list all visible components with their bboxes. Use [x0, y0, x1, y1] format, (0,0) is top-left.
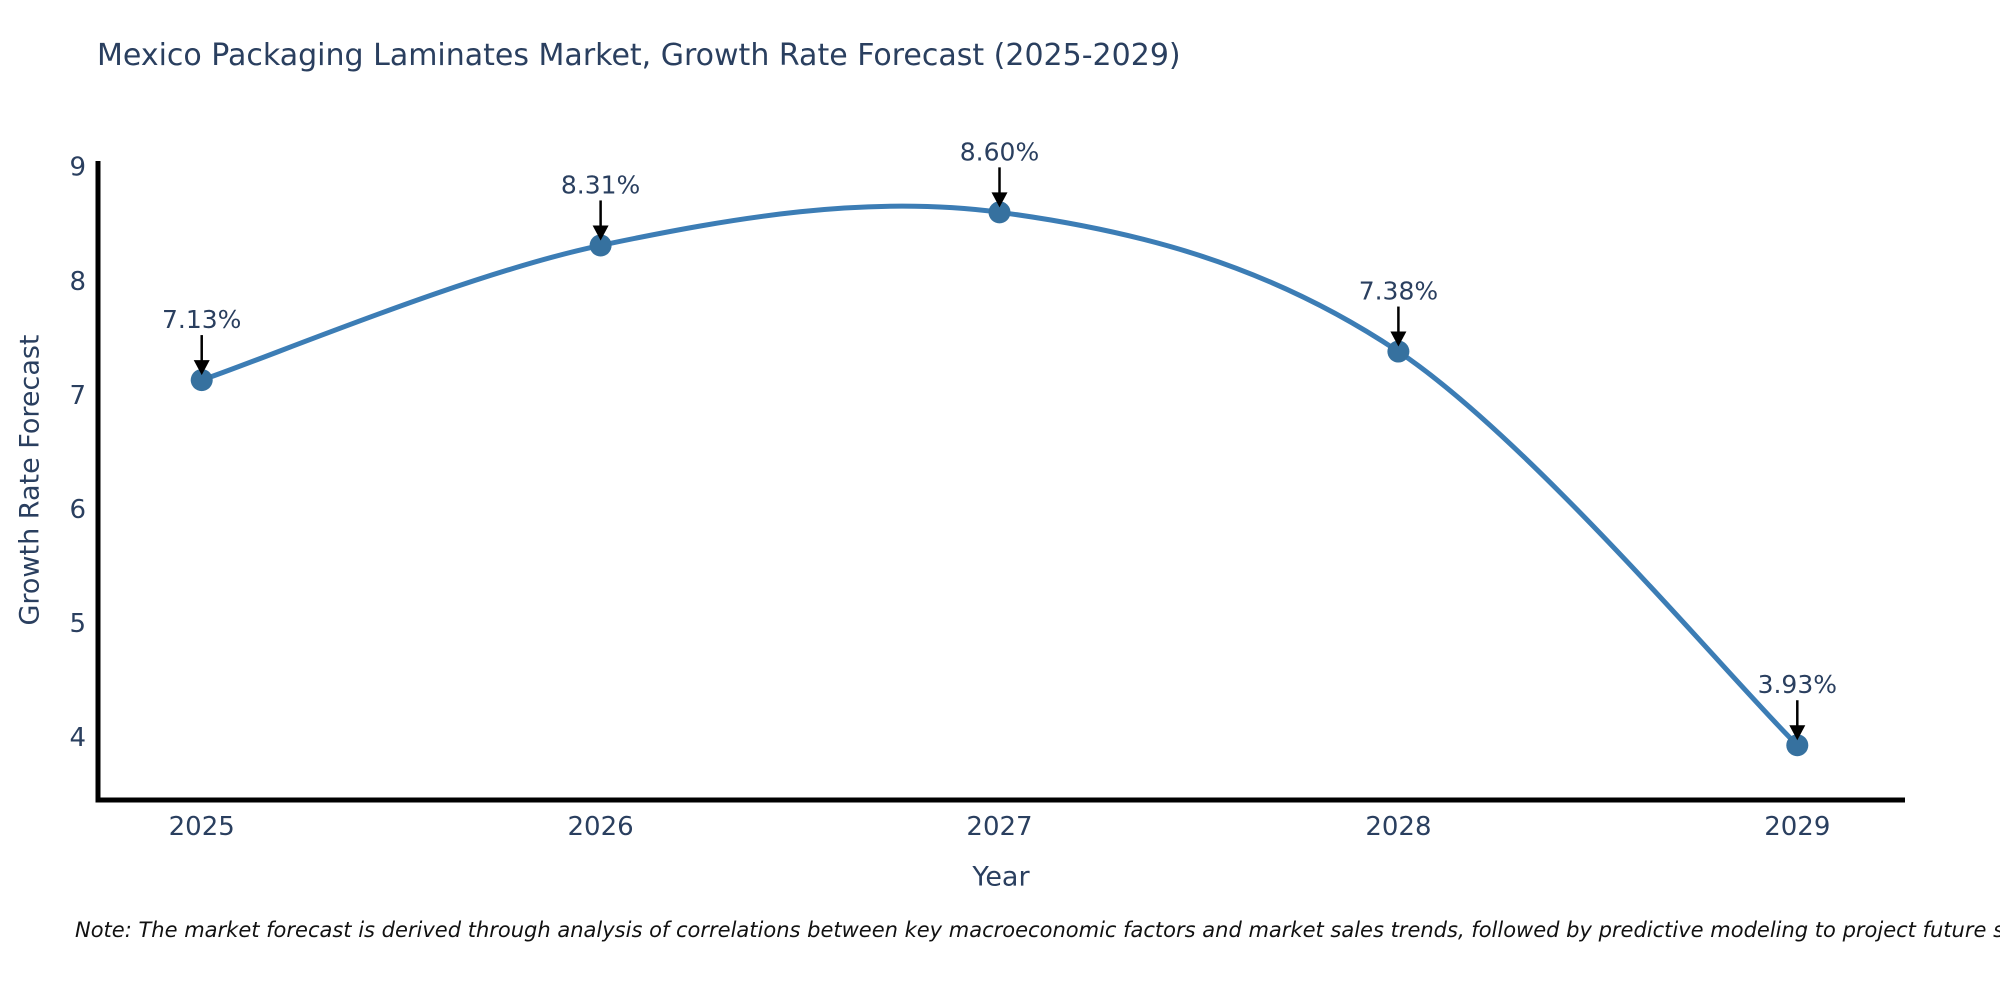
- trend-line: [199, 203, 1800, 748]
- data-point-2029: [1786, 734, 1809, 757]
- annotation-arrowhead: [991, 192, 1008, 208]
- annotation-arrowhead: [1789, 725, 1806, 741]
- annotation-arrowhead: [1390, 331, 1407, 347]
- data-point-label: 8.31%: [561, 170, 640, 199]
- chart-title: Mexico Packaging Laminates Market, Growt…: [97, 38, 1181, 73]
- x-tick-label: 2029: [1764, 812, 1830, 842]
- y-tick-label: 5: [69, 609, 86, 639]
- data-point-label: 7.13%: [162, 305, 241, 334]
- y-tick-label: 6: [69, 495, 86, 525]
- footnote: Note: The market forecast is derived thr…: [75, 918, 2000, 942]
- data-point-2026: [589, 234, 612, 257]
- x-axis-title: Year: [972, 861, 1030, 893]
- y-tick-label: 8: [69, 267, 86, 297]
- y-tick-label: 9: [69, 153, 86, 183]
- data-point-label: 7.38%: [1359, 277, 1438, 306]
- x-tick-label: 2026: [568, 812, 634, 842]
- x-tick-label: 2027: [966, 812, 1032, 842]
- y-axis-title: Growth Rate Forecast: [14, 334, 46, 626]
- data-point-2028: [1387, 340, 1410, 363]
- data-point-2027: [988, 201, 1011, 224]
- y-tick-label: 7: [69, 381, 86, 411]
- data-point-label: 8.60%: [960, 137, 1039, 166]
- annotation-arrowhead: [592, 225, 609, 241]
- data-point-label: 3.93%: [1758, 670, 1837, 699]
- x-tick-label: 2028: [1365, 812, 1431, 842]
- y-tick-label: 4: [69, 723, 86, 753]
- data-point-2025: [190, 369, 213, 392]
- x-tick-label: 2025: [169, 812, 235, 842]
- annotation-arrowhead: [193, 360, 210, 376]
